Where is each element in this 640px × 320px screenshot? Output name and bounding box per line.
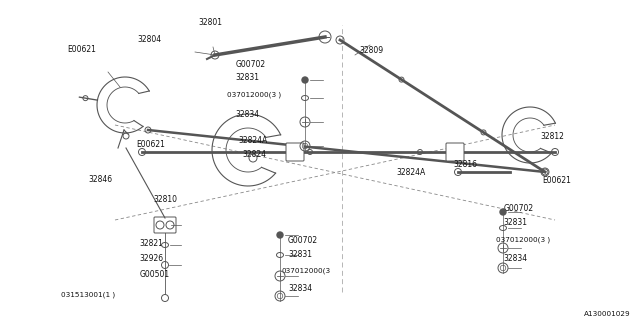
Text: 32824A: 32824A [397, 168, 426, 177]
Text: 037012000(3: 037012000(3 [282, 267, 331, 274]
Text: E00621: E00621 [67, 45, 96, 54]
Circle shape [500, 209, 506, 215]
Text: 32834: 32834 [288, 284, 312, 293]
Text: E00621: E00621 [543, 176, 572, 185]
Text: G00501: G00501 [140, 270, 170, 279]
Text: 32926: 32926 [140, 254, 164, 263]
Text: 037012000(3 ): 037012000(3 ) [496, 236, 550, 243]
Text: 037012000(3 ): 037012000(3 ) [227, 91, 282, 98]
Text: 32824A: 32824A [238, 136, 268, 145]
Text: 32834: 32834 [504, 254, 528, 263]
Text: 32804: 32804 [138, 35, 162, 44]
FancyBboxPatch shape [446, 143, 464, 161]
Text: A130001029: A130001029 [584, 311, 630, 316]
Text: 32816: 32816 [453, 160, 477, 169]
Text: G00702: G00702 [288, 236, 318, 245]
Text: 32809: 32809 [360, 46, 384, 55]
Text: 32821: 32821 [140, 239, 163, 248]
Text: 32810: 32810 [154, 195, 178, 204]
Text: G00702: G00702 [504, 204, 534, 213]
Text: 031513001(1 ): 031513001(1 ) [61, 291, 115, 298]
Circle shape [277, 232, 283, 238]
FancyBboxPatch shape [154, 217, 176, 233]
Text: 32801: 32801 [198, 18, 223, 27]
Text: G00702: G00702 [236, 60, 266, 68]
Text: 32846: 32846 [88, 175, 113, 184]
Text: 32831: 32831 [236, 73, 260, 82]
Circle shape [302, 77, 308, 83]
Text: E00621: E00621 [136, 140, 165, 149]
Text: 32834: 32834 [236, 110, 260, 119]
Text: 32831: 32831 [504, 218, 528, 227]
FancyBboxPatch shape [286, 143, 304, 161]
Text: 32831: 32831 [288, 250, 312, 259]
Text: 32812: 32812 [541, 132, 564, 141]
Text: 32824: 32824 [242, 150, 266, 159]
